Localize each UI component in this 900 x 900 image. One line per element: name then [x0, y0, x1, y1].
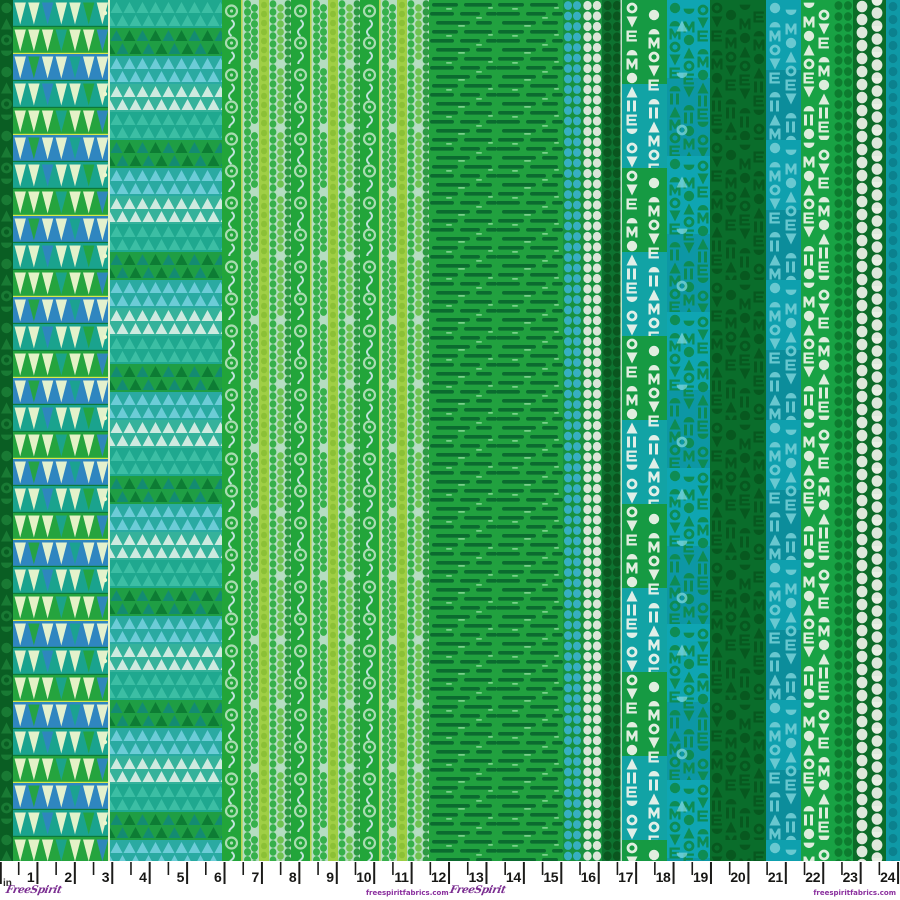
freespirit-logo-left: FreeSpirit — [4, 884, 63, 896]
ruler-number-24: 24 — [880, 869, 896, 885]
ruler-number-18: 18 — [655, 869, 671, 885]
fabric-stripe-tonal-dark-glyphs — [710, 0, 766, 861]
ruler-number-7: 7 — [251, 869, 259, 885]
fabric-stripe-small-triangle-bands — [110, 0, 222, 861]
ruler-number-6: 6 — [214, 869, 222, 885]
ruler-numbers: 1 2 3 4 5 6 7 8 9 10 11 12 13 14 15 16 17 18 19 20 21 22 23 24 — [0, 861, 900, 900]
ruler-number-15: 15 — [543, 869, 559, 885]
fabric-stripe-cream-divider — [108, 0, 111, 861]
freespirit-logo-center: FreeSpirit — [448, 884, 507, 896]
ruler-number-23: 23 — [842, 869, 858, 885]
fabric-stripe-cream-triangle-rows — [13, 0, 110, 861]
fabric-stripes — [0, 0, 900, 861]
ruler-number-5: 5 — [176, 869, 185, 885]
ruler-number-22: 22 — [805, 869, 821, 885]
ruler-number-12: 12 — [431, 869, 447, 885]
ruler-number-11: 11 — [394, 869, 409, 885]
fabric-stripe-white-glyph-column — [622, 0, 667, 861]
selvage-ruler: in 1 2 3 4 5 6 7 8 9 10 11 12 13 14 15 16 17 18 19 20 21 22 23… — [0, 861, 900, 900]
brand-website-right: freespiritfabrics.com — [813, 889, 896, 897]
ruler-number-21: 21 — [767, 869, 783, 885]
ruler-ticks — [0, 862, 900, 884]
fabric-stripe-dark-dash-rows — [430, 0, 563, 861]
fabric-stripe-green-on-teal-glyphs — [667, 0, 710, 861]
fabric-stripe-white-glyph-column-2 — [801, 0, 833, 861]
ruler-number-20: 20 — [730, 869, 746, 885]
fabric-stripe-teal-dot-column — [563, 0, 582, 861]
fabric-stripe-pale-divider — [620, 0, 623, 861]
ruler-number-19: 19 — [692, 869, 708, 885]
fabric-stripe-shadow-dot-column — [602, 0, 622, 861]
fabric-stripe-silver-dot-column — [853, 0, 886, 861]
ruler-unit-label: in — [3, 878, 12, 889]
ruler-number-16: 16 — [580, 869, 596, 885]
ruler-number-13: 13 — [468, 869, 484, 885]
ruler-number-9: 9 — [326, 869, 334, 885]
ruler-number-14: 14 — [505, 869, 521, 885]
ruler-number-17: 17 — [618, 869, 634, 885]
fabric-stripe-light-teal-glyphs — [766, 0, 801, 861]
ruler-number-2: 2 — [64, 869, 72, 885]
ruler-number-10: 10 — [356, 869, 372, 885]
ruler-number-1: 1 — [26, 869, 35, 885]
fabric-stripe-selvage-glyph-edge — [0, 0, 13, 861]
fabric-swatch — [0, 0, 900, 861]
fabric-stripe-white-dot-column — [582, 0, 602, 861]
fabric-stripe-tonal-dot-column — [833, 0, 853, 861]
fabric-stripe-teal-dot-edge — [886, 0, 900, 861]
fabric-stripe-dot-and-swirl-columns — [222, 0, 430, 861]
ruler-number-4: 4 — [139, 869, 147, 885]
ruler-number-3: 3 — [101, 869, 110, 885]
brand-website-center: freespiritfabrics.com — [366, 889, 449, 897]
ruler-number-8: 8 — [288, 869, 297, 885]
